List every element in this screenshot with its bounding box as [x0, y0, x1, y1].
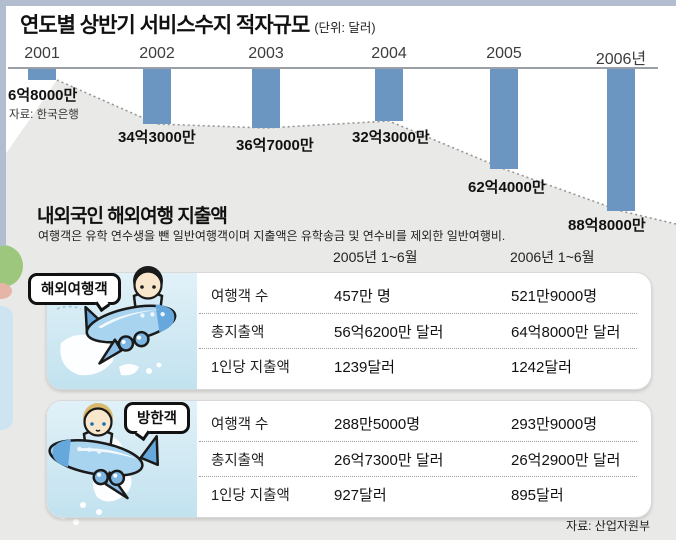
year-tick-label: 2004 [371, 45, 407, 62]
chart-unit-label: (단위: 달러) [314, 21, 376, 35]
airplane-traveler-illustration [84, 266, 177, 365]
korea-visitors-speech-bubble: 방한객 [124, 402, 191, 442]
row-value-2005: 1239달러 [334, 359, 395, 377]
row-value-2005: 26억7300만 달러 [334, 451, 444, 469]
row-label: 1인당 지출액 [211, 488, 290, 505]
year-tick-label: 2005 [486, 45, 522, 62]
deficit-value-label: 6억8000만 [8, 87, 78, 104]
row-value-2006: 521만9000명 [511, 287, 597, 305]
row-value-2006: 1242달러 [511, 359, 572, 377]
row-label: 1인당 지출액 [211, 360, 290, 377]
deficit-bar [252, 69, 280, 128]
row-separator [199, 440, 637, 442]
left-edge-photo-fragment-green [0, 245, 23, 287]
left-edge-photo-fragment-pink [0, 283, 12, 299]
row-value-2005: 56억6200만 달러 [334, 323, 444, 341]
deficit-value-label: 32억3000만 [352, 129, 430, 146]
deficit-value-label: 62억4000만 [468, 179, 546, 196]
deficit-bar [490, 69, 518, 169]
table-row: 총지출액 26억7300만 달러 26억2900만 달러 [197, 442, 639, 477]
table-row: 1인당 지출액 1239달러 1242달러 [197, 349, 639, 384]
table-section-title: 내외국인 해외여행 지출액 [37, 206, 228, 227]
row-label: 총지출액 [211, 324, 265, 341]
table-row: 여행객 수 288만5000명 293만9000명 [197, 406, 639, 441]
airplane-visitor-illustration [48, 403, 160, 500]
column-header-2006: 2006년 1~6월 [510, 249, 595, 265]
row-value-2006: 293만9000명 [511, 415, 597, 433]
deficit-trend-dotted-line [56, 79, 676, 225]
year-tick-label: 2001 [24, 45, 60, 62]
row-separator [199, 312, 637, 314]
row-value-2006: 64억8000만 달러 [511, 323, 621, 341]
overseas-travelers-speech-bubble: 해외여행객 [28, 273, 121, 313]
chart-source: 자료: 한국은행 [9, 109, 79, 121]
deficit-value-label: 36억7000만 [236, 137, 314, 154]
row-value-2005: 457만 명 [334, 287, 391, 305]
year-tick-label: 2006년 [595, 51, 647, 68]
row-label: 총지출액 [211, 452, 265, 469]
row-value-2005: 288만5000명 [334, 415, 420, 433]
top-border-strip [0, 0, 676, 6]
row-label: 여행객 수 [211, 416, 269, 433]
row-value-2006: 26억2900만 달러 [511, 451, 621, 469]
year-tick-label: 2002 [139, 45, 175, 62]
deficit-bar [28, 69, 56, 80]
deficit-value-label: 34억3000만 [118, 129, 196, 146]
table-row: 여행객 수 457만 명 521만9000명 [197, 278, 639, 313]
world-map-illustration [56, 305, 162, 376]
row-separator [199, 476, 637, 478]
left-edge-photo-fragment-blue [0, 306, 13, 430]
row-value-2005: 927달러 [334, 487, 387, 505]
table-row: 1인당 지출액 927달러 895달러 [197, 477, 639, 512]
deficit-bar [607, 69, 635, 211]
deficit-value-label: 88억8000만 [568, 217, 646, 234]
row-value-2006: 895달러 [511, 487, 564, 505]
chart-header: 연도별 상반기 서비스수지 적자규모 (단위: 달러) [20, 9, 376, 39]
chart-baseline [8, 67, 658, 69]
table-source: 자료: 산업자원부 [566, 519, 650, 533]
table-row: 총지출액 56억6200만 달러 64억8000만 달러 [197, 314, 639, 349]
table-section-subtitle: 여행객은 유학 연수생을 뺀 일반여행객이며 지출액은 유학송금 및 연수비를 … [38, 229, 506, 243]
row-label: 여행객 수 [211, 288, 269, 305]
deficit-bar [143, 69, 171, 124]
chart-title: 연도별 상반기 서비스수지 적자규모 [20, 14, 310, 37]
left-border-strip [0, 0, 6, 246]
column-header-2005: 2005년 1~6월 [333, 249, 418, 265]
deficit-bar [375, 69, 403, 121]
row-separator [199, 348, 637, 350]
overseas-travelers-label: 해외여행객 [41, 282, 108, 298]
year-tick-label: 2003 [248, 45, 284, 62]
korea-visitors-label: 방한객 [137, 411, 178, 427]
